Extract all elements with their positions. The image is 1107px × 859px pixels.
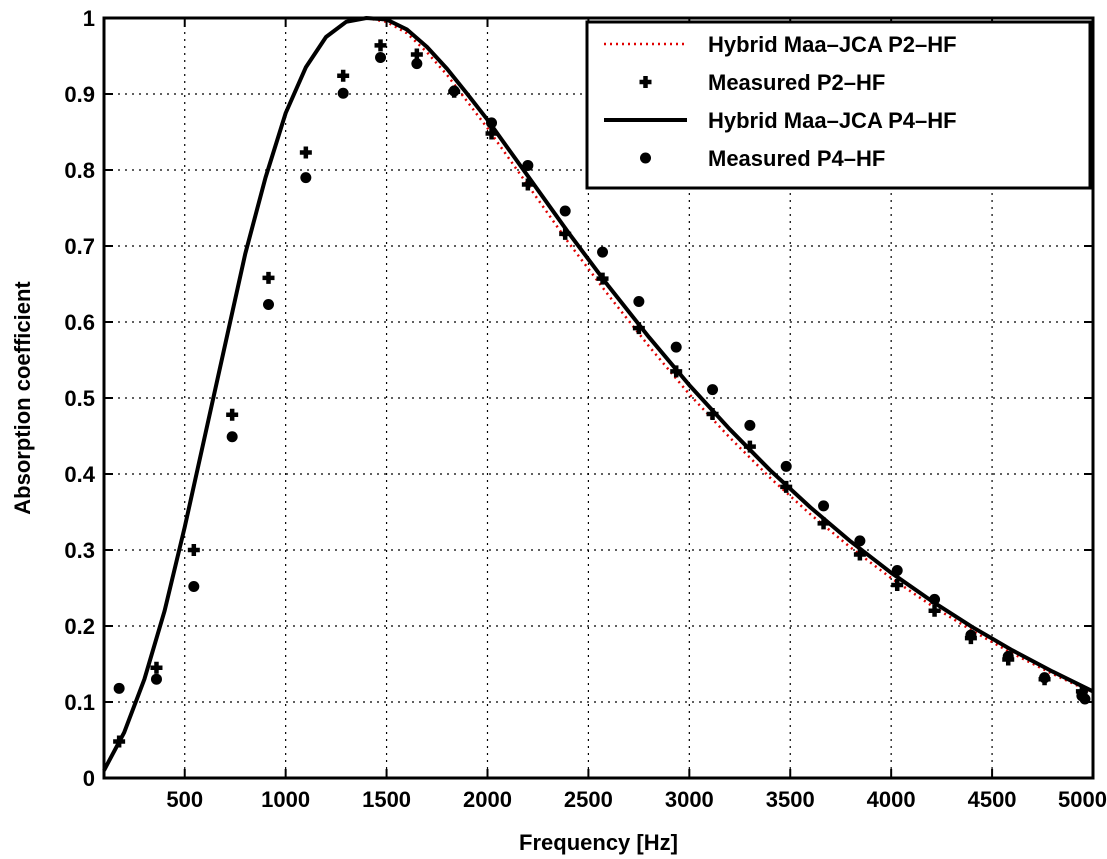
x-tick-label: 4000 bbox=[867, 787, 916, 812]
y-tick-label: 1 bbox=[83, 6, 95, 31]
x-tick-label: 1000 bbox=[261, 787, 310, 812]
data-point bbox=[854, 535, 866, 547]
x-tick-label: 4500 bbox=[968, 787, 1017, 812]
data-point bbox=[300, 172, 312, 184]
x-tick-label: 2500 bbox=[564, 787, 613, 812]
x-axis-label: Frequency [Hz] bbox=[519, 830, 678, 855]
data-point bbox=[188, 580, 200, 592]
y-tick-label: 0.9 bbox=[64, 82, 95, 107]
legend-label: Hybrid Maa–JCA P2–HF bbox=[708, 32, 957, 57]
legend-label: Measured P4–HF bbox=[708, 146, 885, 171]
data-point bbox=[928, 604, 941, 617]
series-4 bbox=[113, 52, 1091, 705]
data-point bbox=[522, 159, 534, 171]
series-3 bbox=[102, 16, 1094, 772]
data-point bbox=[965, 629, 977, 641]
data-point bbox=[633, 295, 645, 307]
data-point bbox=[150, 661, 163, 674]
y-tick-label: 0.5 bbox=[64, 386, 95, 411]
data-point bbox=[262, 271, 275, 284]
data-point bbox=[559, 205, 571, 217]
data-point bbox=[780, 460, 792, 472]
x-tick-label: 5000 bbox=[1058, 787, 1107, 812]
data-point bbox=[707, 384, 719, 396]
data-point bbox=[486, 117, 498, 129]
data-point bbox=[337, 87, 349, 99]
data-point bbox=[226, 408, 239, 421]
data-point bbox=[113, 682, 125, 694]
data-point bbox=[375, 52, 387, 64]
series-line bbox=[102, 16, 1094, 772]
data-point bbox=[299, 146, 312, 159]
x-tick-label: 3000 bbox=[665, 787, 714, 812]
y-tick-label: 0.6 bbox=[64, 310, 95, 335]
data-point bbox=[670, 341, 682, 353]
data-point bbox=[262, 299, 274, 311]
plot-series bbox=[102, 16, 1094, 772]
data-point bbox=[226, 431, 238, 443]
y-tick-label: 0 bbox=[83, 766, 95, 791]
y-tick-label: 0.2 bbox=[64, 614, 95, 639]
legend: Hybrid Maa–JCA P2–HF Measured P2–HF Hybrid… bbox=[585, 20, 1092, 190]
data-point bbox=[1002, 650, 1014, 662]
legend-label: Measured P2–HF bbox=[708, 70, 885, 95]
y-tick-label: 0.8 bbox=[64, 158, 95, 183]
legend-label: Hybrid Maa–JCA P4–HF bbox=[708, 108, 957, 133]
data-point bbox=[187, 544, 200, 556]
legend-box bbox=[585, 20, 1092, 190]
x-tick-label: 2000 bbox=[463, 787, 512, 812]
data-point bbox=[929, 593, 941, 605]
data-point bbox=[337, 69, 350, 82]
data-point bbox=[448, 85, 460, 97]
x-tick-label: 500 bbox=[166, 787, 203, 812]
y-axis-label: Absorption coefficient bbox=[10, 281, 35, 515]
data-point bbox=[891, 565, 903, 577]
legend-swatch bbox=[640, 152, 651, 164]
data-point bbox=[891, 578, 904, 591]
data-point bbox=[818, 500, 830, 512]
data-point bbox=[597, 246, 609, 258]
x-tick-label: 3500 bbox=[766, 787, 815, 812]
y-tick-label: 0.3 bbox=[64, 538, 95, 563]
data-point bbox=[411, 58, 423, 70]
data-point bbox=[1039, 672, 1051, 684]
legend-swatch bbox=[639, 76, 652, 88]
y-tick-label: 0.1 bbox=[64, 690, 95, 715]
y-tick-label: 0.7 bbox=[64, 234, 95, 259]
data-point bbox=[150, 673, 162, 685]
data-point bbox=[374, 39, 387, 52]
y-tick-label: 0.4 bbox=[64, 462, 95, 487]
axis-ticks: 500 1000 1500 2000 2500 3000 3500 4000 4500 5000 0… bbox=[64, 6, 1107, 812]
x-tick-label: 1500 bbox=[362, 787, 411, 812]
data-point bbox=[744, 419, 756, 431]
